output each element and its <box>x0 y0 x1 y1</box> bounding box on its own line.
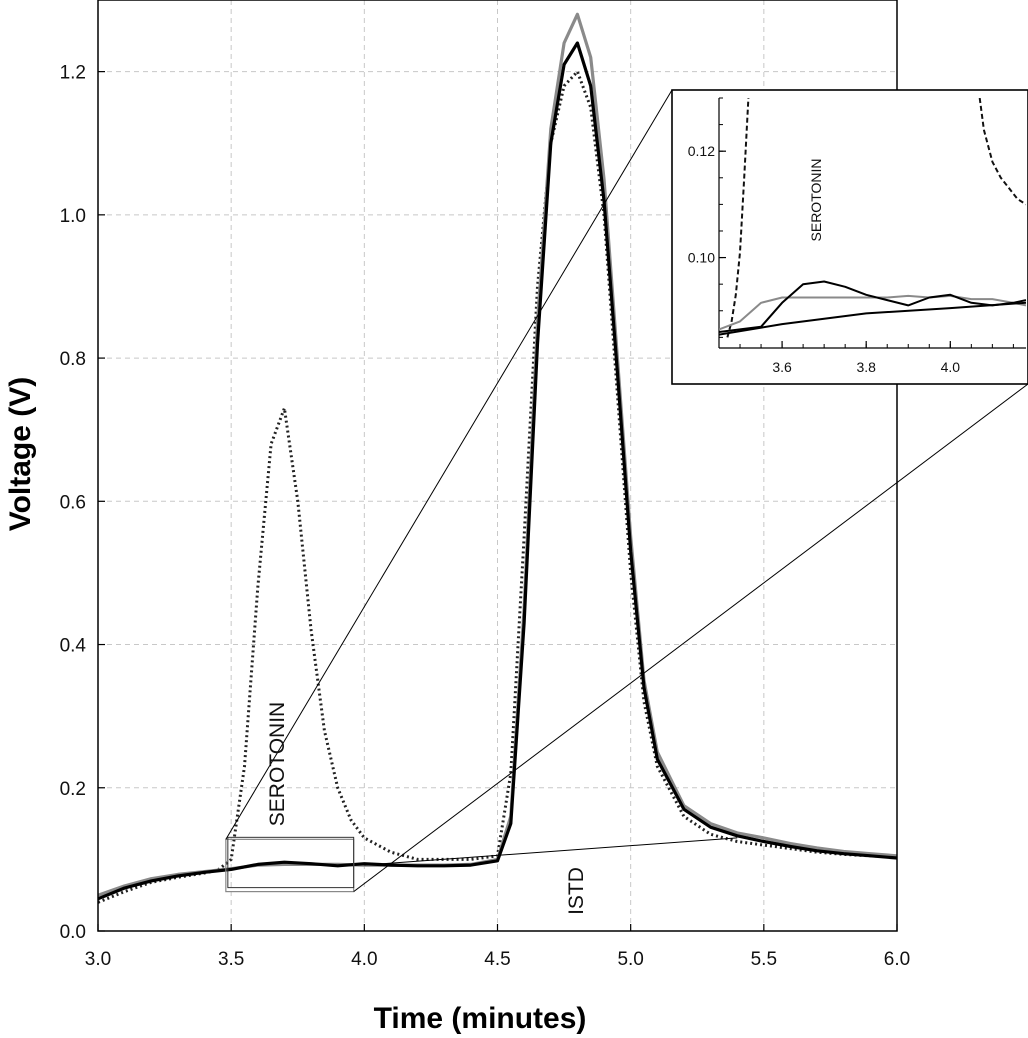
y-tick-label: 0.6 <box>60 492 86 513</box>
zoom-connector <box>225 89 1028 893</box>
y-tick-label: 0.2 <box>60 779 86 800</box>
inset-serotonin-label: SEROTONIN <box>808 159 824 242</box>
zoom-connector-line <box>225 89 673 840</box>
x-tick-label: 4.0 <box>351 949 377 970</box>
inset-chart: 3.6 3.8 4.0 0.10 0.12 SEROTONIN <box>671 89 1028 385</box>
x-tick-label: 3.0 <box>85 949 111 970</box>
y-axis-title: Voltage (V) <box>4 377 37 531</box>
y-tick-label: 1.0 <box>60 206 86 227</box>
inset-y-tick-label: 0.12 <box>688 143 715 159</box>
y-tick-label: 1.2 <box>60 63 86 84</box>
axis-ticks: 3.0 3.5 4.0 4.5 5.0 5.5 6.0 0.0 0.2 0.4 0.6 0.8 1.0 1… <box>60 63 911 970</box>
inset-series-line-solid-4 <box>719 301 1026 336</box>
inset-x-tick-label: 3.8 <box>856 359 876 375</box>
y-tick-label: 0.4 <box>60 636 87 657</box>
x-tick-label: 6.0 <box>884 949 910 970</box>
x-tick-label: 3.5 <box>218 949 244 970</box>
inset-y-tick-label: 0.10 <box>688 250 715 266</box>
x-tick-label: 5.0 <box>617 949 643 970</box>
series-line-solid-2 <box>97 41 898 901</box>
serotonin-label: SEROTONIN <box>266 702 289 826</box>
inset-series-line-dashed-0 <box>726 98 750 338</box>
grid-lines <box>98 0 897 931</box>
zoom-region-box-inner <box>227 836 355 889</box>
y-tick-label: 0.8 <box>60 349 86 370</box>
inset-series-lines <box>719 98 1026 338</box>
baseline-connector-line <box>364 837 738 866</box>
x-tick-label: 5.5 <box>751 949 777 970</box>
inset-series-line-solid-3 <box>719 280 1026 333</box>
inset-x-tick-label: 4.0 <box>941 359 961 375</box>
y-tick-label: 0.0 <box>60 922 86 943</box>
zoom-connector-line <box>353 383 1028 893</box>
istd-label: ISTD <box>565 867 588 915</box>
x-tick-label: 4.5 <box>484 949 510 970</box>
x-axis-title: Time (minutes) <box>374 1002 587 1035</box>
inset-series-line-solid-2 <box>719 294 1026 331</box>
inset-x-tick-label: 3.6 <box>772 359 792 375</box>
inset-series-line-dashed-1 <box>978 98 1026 206</box>
inset-frame <box>671 89 1028 385</box>
